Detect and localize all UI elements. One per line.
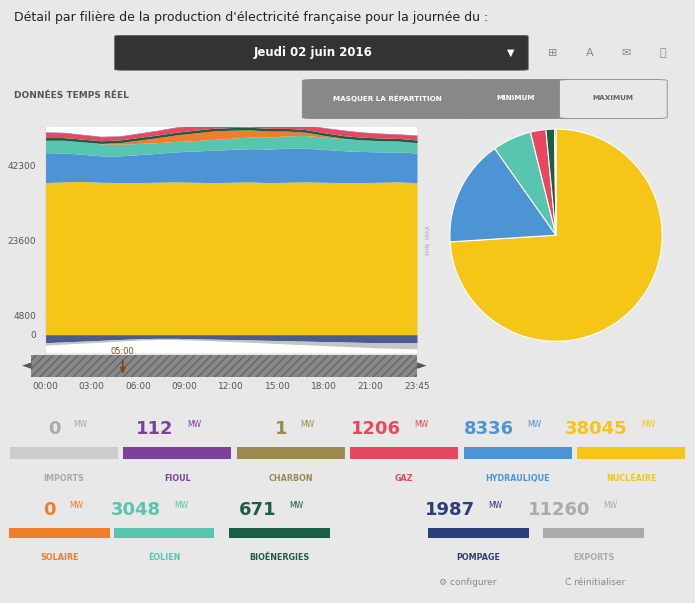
Text: CHARBON: CHARBON bbox=[268, 473, 313, 482]
Text: DONNÉES TEMPS RÉEL: DONNÉES TEMPS RÉEL bbox=[14, 91, 129, 100]
Text: MW: MW bbox=[641, 420, 655, 429]
Bar bbox=[350, 447, 458, 459]
FancyBboxPatch shape bbox=[462, 80, 570, 118]
Text: ÉOLIEN: ÉOLIEN bbox=[148, 552, 180, 561]
Bar bbox=[123, 447, 231, 459]
Text: GAZ: GAZ bbox=[395, 473, 414, 482]
Text: MINIMUM: MINIMUM bbox=[497, 95, 535, 101]
Text: MW: MW bbox=[604, 501, 618, 510]
Text: 06:00: 06:00 bbox=[125, 382, 151, 391]
Text: 05:00: 05:00 bbox=[111, 347, 135, 356]
Wedge shape bbox=[495, 132, 556, 235]
Text: 38045: 38045 bbox=[565, 420, 628, 438]
Bar bbox=[229, 528, 329, 538]
Text: 671: 671 bbox=[238, 501, 276, 519]
Text: 18:00: 18:00 bbox=[311, 382, 337, 391]
Text: 1987: 1987 bbox=[425, 501, 475, 519]
Text: MW: MW bbox=[174, 501, 188, 510]
Text: SOLAIRE: SOLAIRE bbox=[40, 552, 79, 561]
Bar bbox=[464, 447, 572, 459]
Text: 23:45: 23:45 bbox=[404, 382, 430, 391]
Text: Détail par filière de la production d'électricité française pour la journée du :: Détail par filière de la production d'él… bbox=[14, 11, 488, 24]
Text: MW: MW bbox=[489, 501, 502, 510]
Wedge shape bbox=[555, 129, 556, 235]
Text: A: A bbox=[586, 48, 593, 58]
Bar bbox=[10, 447, 117, 459]
Text: 1: 1 bbox=[275, 420, 287, 438]
Bar bbox=[9, 528, 110, 538]
Text: EXPORTS: EXPORTS bbox=[573, 552, 614, 561]
Text: NUCLÉAIRE: NUCLÉAIRE bbox=[606, 473, 657, 482]
Text: MIN  MAX: MIN MAX bbox=[426, 225, 432, 254]
Text: 0: 0 bbox=[43, 501, 56, 519]
Text: 1206: 1206 bbox=[351, 420, 401, 438]
Text: 15:00: 15:00 bbox=[265, 382, 291, 391]
FancyBboxPatch shape bbox=[559, 80, 667, 118]
Text: ⊞: ⊞ bbox=[548, 48, 557, 58]
Text: 8336: 8336 bbox=[464, 420, 514, 438]
Text: IMPORTS: IMPORTS bbox=[43, 473, 84, 482]
Bar bbox=[237, 447, 345, 459]
Text: POMPAGE: POMPAGE bbox=[457, 552, 500, 561]
Text: FIOUL: FIOUL bbox=[164, 473, 190, 482]
Text: MW: MW bbox=[187, 420, 202, 429]
Text: 12:00: 12:00 bbox=[218, 382, 244, 391]
Wedge shape bbox=[450, 129, 662, 341]
Text: MW: MW bbox=[528, 420, 542, 429]
Bar bbox=[543, 528, 644, 538]
Text: 0: 0 bbox=[48, 420, 60, 438]
Text: ⎙: ⎙ bbox=[660, 48, 667, 58]
Text: HYDRAULIQUE: HYDRAULIQUE bbox=[486, 473, 550, 482]
Bar bbox=[114, 528, 215, 538]
Text: MASQUER LA RÉPARTITION: MASQUER LA RÉPARTITION bbox=[333, 94, 442, 102]
Text: 11260: 11260 bbox=[528, 501, 590, 519]
Bar bbox=[428, 528, 529, 538]
Text: 09:00: 09:00 bbox=[172, 382, 197, 391]
Text: ▼: ▼ bbox=[507, 48, 514, 58]
Text: 00:00: 00:00 bbox=[32, 382, 58, 391]
Bar bbox=[578, 447, 685, 459]
Wedge shape bbox=[546, 129, 556, 235]
FancyBboxPatch shape bbox=[302, 80, 473, 118]
Text: ►: ► bbox=[417, 359, 427, 373]
Wedge shape bbox=[450, 148, 556, 242]
Text: BIOÉNERGIES: BIOÉNERGIES bbox=[250, 552, 309, 561]
Wedge shape bbox=[530, 130, 556, 235]
Text: Ć réinitialiser: Ć réinitialiser bbox=[566, 578, 626, 587]
Text: MW: MW bbox=[301, 420, 315, 429]
Text: 21:00: 21:00 bbox=[358, 382, 384, 391]
Text: MW: MW bbox=[70, 501, 83, 510]
Text: ◄: ◄ bbox=[22, 359, 31, 373]
Text: ⚙ configurer: ⚙ configurer bbox=[439, 578, 497, 587]
Text: 3048: 3048 bbox=[111, 501, 161, 519]
Text: 112: 112 bbox=[136, 420, 174, 438]
Text: MW: MW bbox=[289, 501, 304, 510]
Text: ✉: ✉ bbox=[621, 48, 631, 58]
FancyBboxPatch shape bbox=[115, 36, 528, 70]
Text: MAXIMUM: MAXIMUM bbox=[593, 95, 634, 101]
Text: Jeudi 02 juin 2016: Jeudi 02 juin 2016 bbox=[253, 46, 373, 59]
Text: 03:00: 03:00 bbox=[79, 382, 104, 391]
Text: MW: MW bbox=[74, 420, 88, 429]
Text: MW: MW bbox=[414, 420, 428, 429]
